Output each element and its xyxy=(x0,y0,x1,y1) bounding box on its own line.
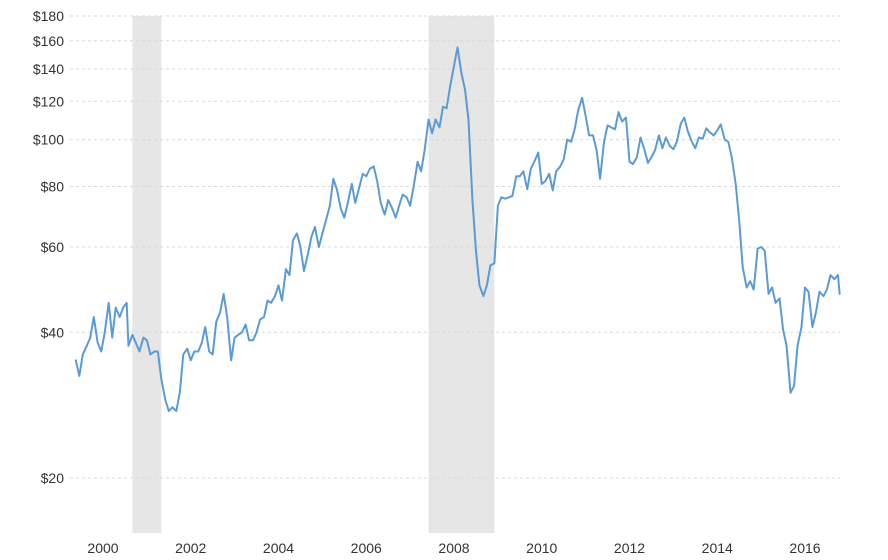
x-tick-label-2012: 2012 xyxy=(614,540,645,556)
series-lines xyxy=(74,46,841,413)
y-axis-tick-labels: $20 $40 $60 $80 $100 $120 $140 $160 $180 xyxy=(33,8,64,486)
x-axis-tick-labels: 2000 2002 2004 2006 2008 2010 2012 2014 2016 xyxy=(87,540,820,556)
y-tick-label-80: $80 xyxy=(41,179,65,195)
recession-band-2 xyxy=(428,16,495,533)
x-tick-label-2006: 2006 xyxy=(351,540,382,556)
y-tick-label-60: $60 xyxy=(41,239,65,255)
y-tick-label-180: $180 xyxy=(33,8,64,24)
x-tick-label-2014: 2014 xyxy=(702,540,733,556)
x-tick-label-2016: 2016 xyxy=(789,540,820,556)
x-tick-label-2004: 2004 xyxy=(263,540,294,556)
y-tick-label-120: $120 xyxy=(33,93,64,109)
grid-lines xyxy=(70,15,840,479)
x-tick-label-2010: 2010 xyxy=(526,540,557,556)
y-tick-label-40: $40 xyxy=(41,324,65,340)
series-line-1 xyxy=(74,46,841,413)
recession-band-1 xyxy=(132,16,162,533)
y-tick-label-160: $160 xyxy=(33,33,64,49)
x-tick-label-2000: 2000 xyxy=(87,540,118,556)
x-tick-label-2008: 2008 xyxy=(438,540,469,556)
y-tick-label-100: $100 xyxy=(33,132,64,148)
y-tick-label-20: $20 xyxy=(41,470,65,486)
y-tick-label-140: $140 xyxy=(33,61,64,77)
x-tick-label-2002: 2002 xyxy=(175,540,206,556)
recession-bands xyxy=(132,16,495,533)
